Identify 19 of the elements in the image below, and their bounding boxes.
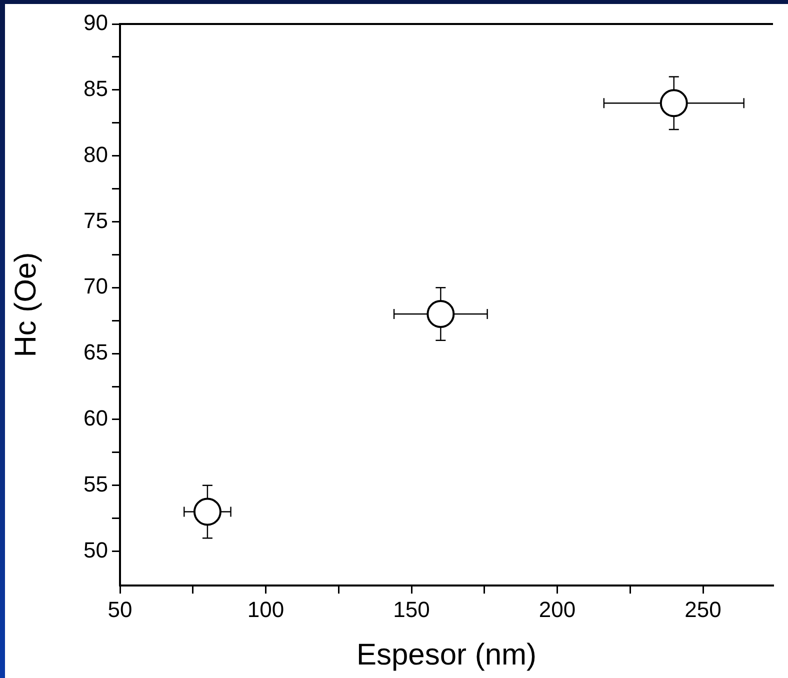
y-tick-label: 85 <box>84 76 108 101</box>
y-tick-label: 75 <box>84 208 108 233</box>
x-tick-label: 150 <box>393 596 430 622</box>
y-tick-label: 55 <box>84 471 108 496</box>
x-tick-label: 250 <box>684 596 722 622</box>
y-tick-label: 80 <box>84 142 108 167</box>
point <box>660 89 688 118</box>
point <box>193 498 222 526</box>
x-tick-label: 100 <box>247 596 284 622</box>
y-axis-title: Hc (Oe) <box>9 252 42 358</box>
y-tick-label: 70 <box>84 274 108 299</box>
y-tick-label: 90 <box>84 10 108 36</box>
y-tick-label: 60 <box>84 406 108 431</box>
point <box>426 300 455 328</box>
y-tick-label: 65 <box>84 340 108 365</box>
x-axis-title: Espesor (nm) <box>356 638 537 672</box>
x-tick-label: 200 <box>538 596 576 622</box>
y-tick-label: 50 <box>84 537 108 562</box>
x-tick-label: 50 <box>108 596 132 622</box>
